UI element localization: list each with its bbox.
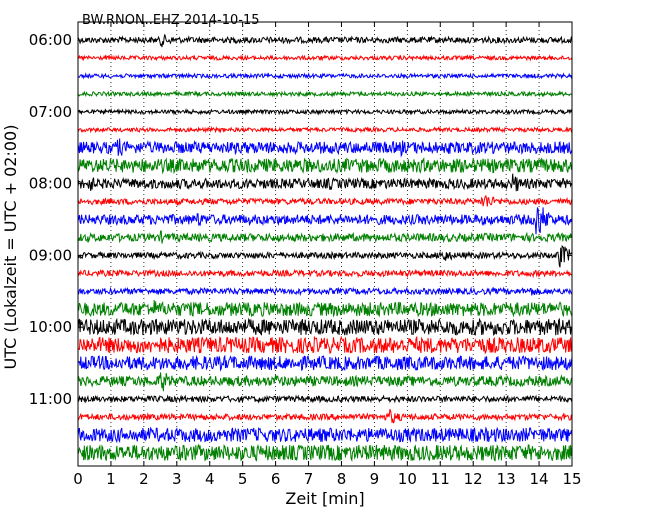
seismic-trace	[77, 286, 573, 297]
seismic-trace	[77, 54, 573, 62]
seismic-trace	[77, 372, 573, 392]
x-tick-label: 1	[106, 470, 116, 488]
y-tick-label: 11:00	[29, 390, 72, 408]
chart-title: BW.RNON..EHZ 2014-10-15	[82, 13, 260, 28]
seismic-trace	[77, 125, 573, 134]
x-tick-label: 7	[304, 470, 314, 488]
x-tick-label: 12	[464, 470, 483, 488]
seismic-trace	[77, 317, 573, 336]
x-tick-label: 0	[73, 470, 83, 488]
seismic-trace	[77, 268, 573, 279]
seismic-trace	[77, 194, 573, 207]
x-tick-label: 2	[139, 470, 149, 488]
seismic-trace	[77, 157, 573, 175]
y-tick-label: 09:00	[29, 246, 72, 264]
seismic-trace	[77, 300, 573, 318]
x-tick-label: 5	[238, 470, 248, 488]
seismic-trace	[77, 173, 573, 192]
seismic-trace	[77, 443, 573, 463]
seismic-trace	[77, 34, 573, 48]
x-tick-label: 3	[172, 470, 182, 488]
y-tick-label: 08:00	[29, 175, 72, 193]
x-axis-label: Zeit [min]	[285, 489, 364, 508]
x-tick-label: 14	[530, 470, 549, 488]
x-tick-label: 13	[497, 470, 516, 488]
x-tick-label: 15	[562, 470, 581, 488]
x-tick-label: 11	[431, 470, 450, 488]
x-tick-label: 8	[337, 470, 347, 488]
traces-layer	[77, 34, 573, 463]
x-tick-label: 9	[370, 470, 380, 488]
seismic-trace	[77, 107, 573, 116]
y-tick-label: 07:00	[29, 103, 72, 121]
y-tick-label: 10:00	[29, 318, 72, 336]
y-tick-label: 06:00	[29, 31, 72, 49]
seismic-trace	[77, 394, 573, 404]
x-tick-label: 10	[398, 470, 417, 488]
seismic-trace	[77, 72, 573, 80]
seismic-trace	[77, 206, 573, 235]
seismic-trace	[77, 138, 573, 158]
plot-frame	[77, 21, 573, 467]
seismic-trace	[77, 354, 573, 372]
seismic-trace	[77, 426, 573, 444]
seismic-trace	[77, 90, 573, 98]
x-tick-label: 4	[205, 470, 215, 488]
y-axis-label: UTC (Lokalzeit = UTC + 02:00)	[1, 125, 20, 370]
x-tick-label: 6	[271, 470, 281, 488]
seismic-trace	[77, 244, 573, 268]
seismic-trace	[77, 335, 573, 355]
ticks-layer: 0 1 2 3 4 5 6 7 8 9 10 11 12 13 14 1506:0007:0008:0009:…	[29, 22, 582, 488]
seismic-trace	[77, 409, 573, 424]
seismic-trace	[77, 230, 573, 244]
